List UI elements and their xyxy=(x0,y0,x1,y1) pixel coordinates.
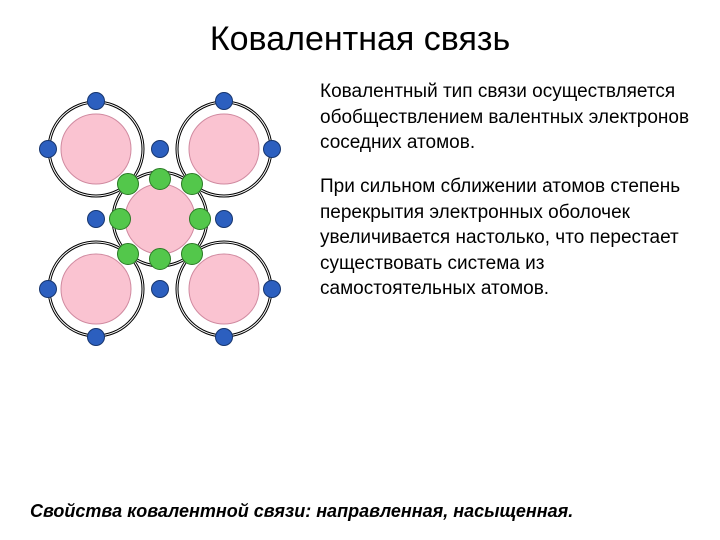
text-container: Ковалентный тип связи осуществляется обо… xyxy=(310,79,690,359)
content-row: Ковалентный тип связи осуществляется обо… xyxy=(0,59,720,359)
diagram-container xyxy=(30,79,310,359)
footer-properties: Свойства ковалентной связи: направленная… xyxy=(30,501,573,522)
page-title: Ковалентная связь xyxy=(0,0,720,59)
covalent-diagram xyxy=(30,79,290,359)
paragraph-1: Ковалентный тип связи осуществляется обо… xyxy=(320,79,690,156)
paragraph-2: При сильном сближении атомов степень пер… xyxy=(320,174,690,302)
